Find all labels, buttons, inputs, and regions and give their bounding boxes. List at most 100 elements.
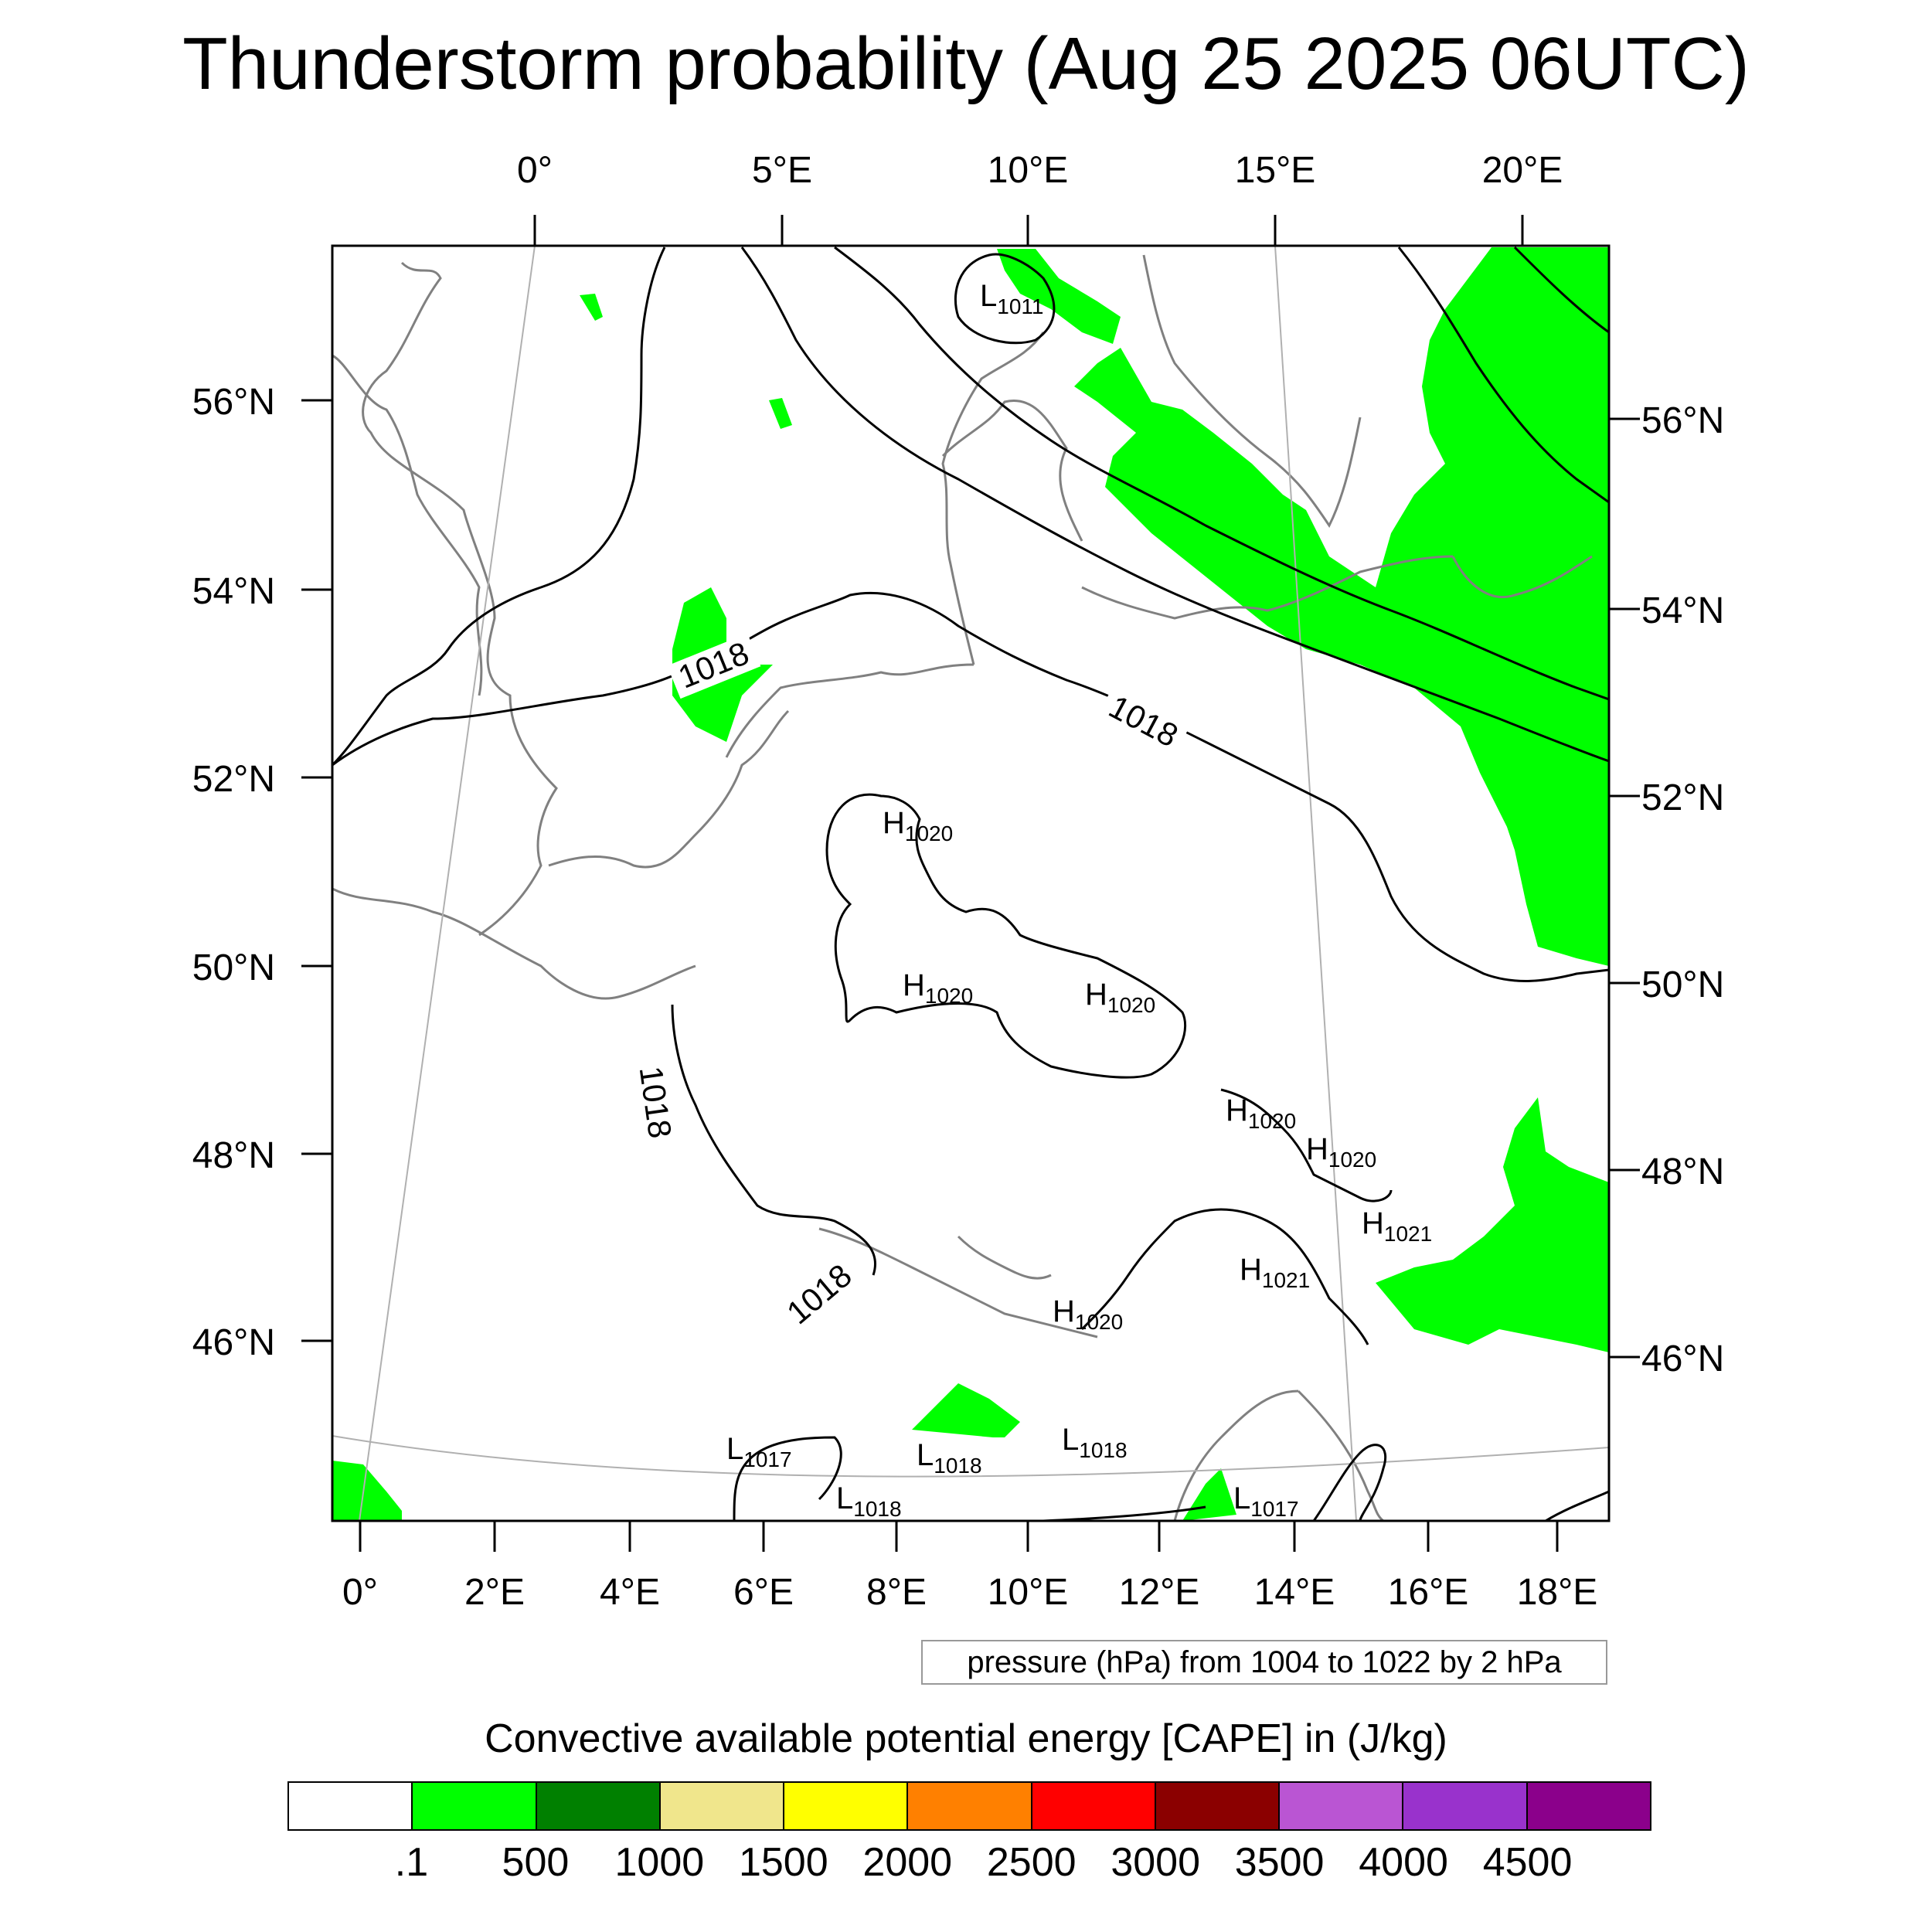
cape-area-northsea-dot [580, 294, 603, 321]
colorbar-label: 500 [502, 1840, 570, 1885]
graticule-lon-15e [1274, 246, 1357, 1521]
isobar-1017-south [733, 1436, 842, 1521]
map-frame [331, 244, 1611, 1522]
top-lon-label-0: 0° [517, 150, 553, 191]
coastline-uk-east [362, 261, 558, 937]
colorbar-swatch [1155, 1783, 1281, 1829]
top-lon-label-10e: 10°E [988, 150, 1069, 191]
isobar-1012-corner [1545, 1490, 1609, 1521]
coastline-uk-south [332, 887, 696, 1000]
bottom-lon-label-6e: 6°E [733, 1572, 794, 1613]
isobar-1020-east [1220, 1088, 1393, 1202]
right-lat-label-50n: 50°N [1641, 964, 1724, 1005]
coastline-sweden [1142, 254, 1362, 528]
colorbar-label: 2000 [862, 1840, 953, 1885]
pressure-center-high: H1020 [903, 968, 973, 1008]
isobar-1018-south [1043, 1505, 1206, 1521]
pressure-centers: L1011 H1020 H1020 H1020 H1020 H1020 H102… [726, 279, 1432, 1521]
bottom-lon-labels: 0° 2°E 4°E 6°E 8°E 10°E 12°E 14°E 16°E 1… [342, 1572, 1597, 1613]
colorbar-label: 1000 [614, 1840, 705, 1885]
pressure-center-low: L1018 [836, 1481, 902, 1521]
colorbar-label: 2500 [986, 1840, 1077, 1885]
coastlines [332, 254, 1593, 1521]
cape-area-adriatic [1182, 1468, 1236, 1521]
isobar-1014-ne [834, 246, 1609, 701]
colorbar-swatch [1527, 1783, 1650, 1829]
left-lat-label-56n: 56°N [192, 382, 275, 423]
colorbar-labels: .1 500 1000 1500 2000 2500 3000 3500 4000 4500 [287, 1839, 1651, 1893]
pressure-center-high: H1021 [1362, 1206, 1432, 1246]
bottom-lon-label-2e: 2°E [464, 1572, 525, 1613]
left-lat-label-46n: 46°N [192, 1322, 275, 1363]
border-central [957, 1235, 1052, 1280]
pressure-center-low: L1017 [726, 1432, 792, 1471]
pressure-center-high: H1020 [883, 806, 953, 845]
colorbar-label: 3500 [1234, 1840, 1325, 1885]
bottom-lon-label-12e: 12°E [1119, 1572, 1200, 1613]
bottom-lon-label-4e: 4°E [600, 1572, 660, 1613]
isobar-1018-north [332, 591, 1609, 982]
colorbar-swatch [908, 1783, 1032, 1829]
colorbar-swatch [1403, 1783, 1528, 1829]
colorbar-label: 1500 [738, 1840, 828, 1885]
bottom-lon-label-10e: 10°E [988, 1572, 1069, 1613]
border-alps [818, 1227, 1098, 1338]
pressure-center-high: H1020 [1226, 1094, 1296, 1133]
coastline-denmark [941, 400, 1083, 542]
top-lon-label-15e: 15°E [1235, 150, 1316, 191]
isobar-label-1018-b: 1018 [1104, 688, 1185, 753]
right-lat-label-56n: 56°N [1641, 400, 1724, 441]
left-lat-label-50n: 50°N [192, 947, 275, 988]
pressure-center-low: L1018 [917, 1438, 982, 1478]
left-lat-labels: 56°N 54°N 52°N 50°N 48°N 46°N [192, 382, 275, 1363]
chart-title: Thunderstorm probability (Aug 25 2025 06… [182, 22, 1750, 105]
colorbar-label: 4500 [1482, 1840, 1573, 1885]
isobar-label-1018-c: 1018 [633, 1064, 679, 1141]
right-lat-label-46n: 46°N [1641, 1338, 1724, 1379]
colorbar-swatch [660, 1783, 785, 1829]
coastline-france-north [548, 709, 790, 869]
pressure-center-low: L1018 [1062, 1423, 1128, 1462]
left-lat-label-52n: 52°N [192, 759, 275, 800]
cape-area-baltic [1074, 247, 1609, 966]
colorbar-title: Convective available potential energy [C… [485, 1716, 1447, 1761]
right-lat-label-52n: 52°N [1641, 777, 1724, 818]
pressure-center-high: H1021 [1240, 1253, 1310, 1292]
cape-area-denmark-n [997, 249, 1121, 344]
pressure-center-high: H1020 [1306, 1132, 1376, 1172]
coastline-germany-north [941, 332, 1045, 665]
cape-area-hungary [1376, 1097, 1609, 1352]
left-lat-label-54n: 54°N [192, 571, 275, 612]
pressure-contour-note: pressure (hPa) from 1004 to 1022 by 2 hP… [921, 1640, 1607, 1685]
coastline-italy-east [1297, 1389, 1384, 1521]
pressure-center-low: L1017 [1233, 1481, 1299, 1521]
isobar-1016-ne [740, 247, 1609, 763]
isobar-1012-ne [1397, 247, 1609, 504]
colorbar-label: .1 [394, 1840, 429, 1885]
colorbar-swatch [536, 1783, 661, 1829]
graticule-lon-0 [359, 246, 536, 1521]
right-lat-labels: 56°N 54°N 52°N 50°N 48°N 46°N [1641, 400, 1724, 1379]
colorbar-swatch [413, 1783, 537, 1829]
colorbar-swatch [784, 1783, 909, 1829]
cape-shading [332, 247, 1609, 1521]
bottom-lon-label-16e: 16°E [1388, 1572, 1469, 1613]
coastline-scotland [332, 354, 483, 696]
coastline-baltic-east [1451, 555, 1593, 599]
right-lat-label-54n: 54°N [1641, 590, 1724, 631]
colorbar-swatch [1280, 1783, 1404, 1829]
bottom-lon-label-18e: 18°E [1517, 1572, 1598, 1613]
bottom-lon-label-8e: 8°E [866, 1572, 927, 1613]
pressure-center-high: H1020 [1053, 1294, 1123, 1334]
pressure-center-low: L1011 [980, 279, 1043, 318]
coastline-baltic-south [1081, 555, 1454, 620]
cape-area-northsea-dot2 [769, 398, 792, 429]
cape-area-alps [912, 1383, 1020, 1437]
isobar-1017-se [1312, 1444, 1387, 1521]
top-lon-label-20e: 20°E [1482, 150, 1563, 191]
colorbar-swatch [1032, 1783, 1156, 1829]
isobar-1018-inner [671, 1004, 877, 1276]
colorbar-swatch [289, 1783, 413, 1829]
cape-area-sw-corner [332, 1461, 402, 1521]
